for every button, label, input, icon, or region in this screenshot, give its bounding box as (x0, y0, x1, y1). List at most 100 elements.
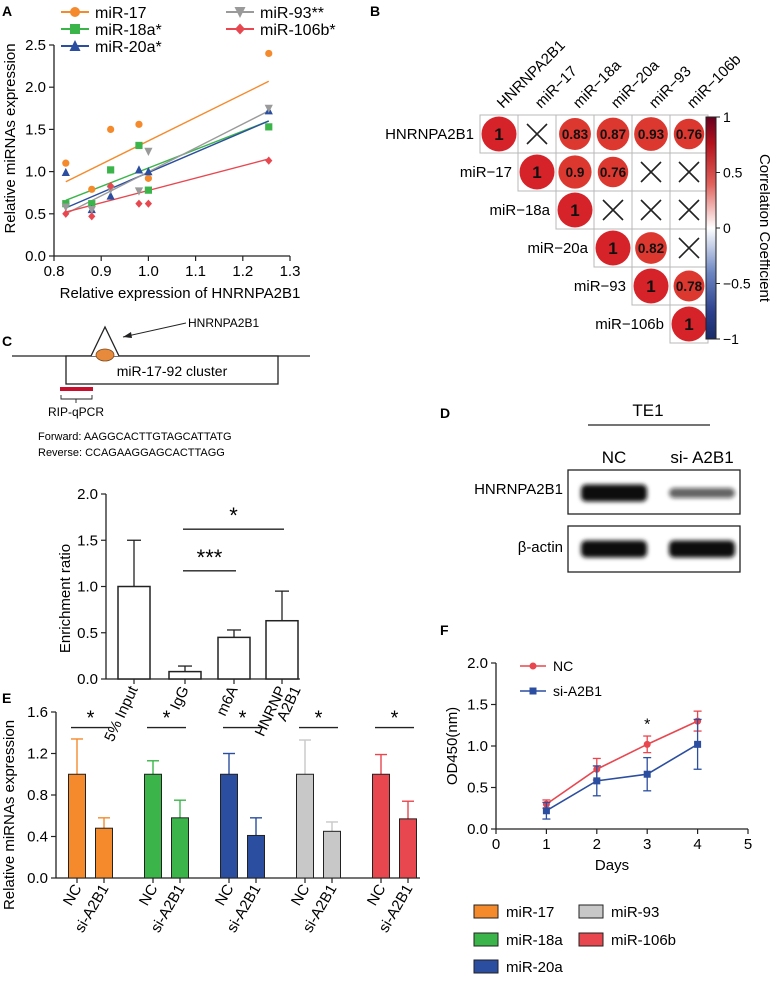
b-row-label: miR−93 (574, 278, 626, 295)
f-legend-marker (529, 662, 537, 670)
f-y-tick-label: 1.5 (467, 697, 488, 714)
c-category-label: IgG (167, 684, 193, 713)
e-bar (68, 773, 86, 879)
f-legend-marker (529, 687, 537, 695)
e-bar (399, 818, 417, 879)
b-corr-circle (673, 270, 705, 302)
f-x-tick-label: 4 (693, 836, 701, 853)
b-corr-circle (519, 154, 555, 190)
b-corr-value: 0.83 (562, 127, 589, 142)
e-legend-label: miR-93 (611, 904, 659, 921)
a-legend-label: miR-20a* (95, 39, 162, 56)
c-bar (117, 585, 151, 680)
e-sig-label: * (163, 708, 171, 730)
b-corr-value: 0.93 (638, 127, 665, 142)
e-category-label: NC (60, 881, 86, 908)
e-legend-swatch (578, 932, 604, 947)
e-category-label: NC (212, 881, 238, 908)
a-point (134, 187, 144, 196)
b-colorbar-tick-label: 0 (723, 220, 731, 236)
c-y-tick-label: 1.5 (77, 532, 98, 549)
b-row-label: miR−17 (460, 164, 512, 181)
b-cross-mark (640, 161, 662, 183)
panel-a-scatter: 0.0 0.5 1.0 1.5 2.0 2.5 0.8 0.9 1.0 1.1 1.2 1.3 Rela… (2, 37, 300, 302)
panel-label-f: F (440, 622, 449, 638)
e-bar (220, 773, 238, 879)
b-cross-mark (602, 199, 624, 221)
f-series-line (545, 743, 699, 812)
a-legend-marker (235, 23, 245, 35)
b-corr-circle (481, 116, 517, 152)
a-legend-label: miR-106b* (260, 22, 336, 39)
f-y-tick-label: 1.0 (467, 738, 488, 755)
a-legend-label: miR-17 (95, 5, 147, 22)
f-y-tick-label: 0.5 (467, 780, 488, 797)
c-protein-label: HNRNPA2B1 (188, 316, 259, 330)
b-corr-circle (673, 118, 705, 150)
b-cross-mark (678, 199, 700, 221)
panel-e-legend: miR-17 miR-18a miR-20a miR-93 miR-106b (473, 904, 676, 976)
a-point (107, 125, 115, 133)
a-point (62, 209, 70, 218)
b-corr-circle (596, 117, 630, 151)
e-sig-label: * (239, 708, 247, 730)
b-corr-value: 0.87 (600, 127, 626, 142)
f-series-line (545, 720, 698, 805)
a-point (88, 185, 96, 193)
b-corr-circle (671, 306, 707, 342)
a-fit-line (65, 120, 270, 209)
e-legend-label: miR-17 (506, 904, 554, 921)
f-point (542, 807, 550, 815)
e-bar (95, 827, 113, 879)
b-corr-circle (559, 118, 591, 150)
panel-label-c: C (2, 333, 12, 349)
a-y-tick-label: 1.5 (25, 121, 46, 138)
b-corr-circle (557, 192, 593, 228)
a-point (87, 205, 96, 215)
c-m6a-site (95, 348, 115, 362)
b-corr-value: 1 (532, 163, 541, 182)
c-forward-primer: Forward: AAGGCACTTGTAGCATTATG (38, 431, 232, 443)
f-legend-label: si-A2B1 (553, 683, 602, 699)
e-category-label: NC (364, 881, 390, 908)
a-x-tick-label: 1.3 (280, 263, 301, 280)
b-corr-value: 1 (608, 239, 617, 258)
a-legend-marker (70, 24, 80, 34)
b-corr-value: 1 (494, 125, 503, 144)
a-point (144, 147, 153, 156)
a-x-tick-label: 1.0 (138, 263, 159, 280)
d-cell-line: TE1 (632, 401, 663, 420)
e-bar (323, 830, 341, 879)
c-protein-triangle (90, 325, 120, 357)
panel-label-a: A (2, 3, 12, 19)
b-corr-value: 0.78 (676, 279, 703, 294)
e-sig-label: * (87, 708, 95, 730)
c-amplicon-bar (60, 387, 93, 391)
b-corr-circle (635, 232, 667, 264)
a-point (265, 49, 273, 58)
a-x-tick-label: 1.1 (185, 263, 206, 280)
f-point (643, 770, 651, 778)
b-corr-circle (634, 117, 668, 151)
b-cell (631, 152, 671, 192)
c-y-tick-label: 0.0 (77, 671, 98, 688)
c-y-tick-label: 0.5 (77, 625, 98, 642)
a-y-tick-label: 0.0 (25, 248, 46, 265)
a-fit-line (65, 80, 270, 183)
b-col-label: miR−106b (684, 51, 745, 112)
e-sig-label: * (391, 708, 399, 730)
a-point (144, 199, 152, 208)
e-y-tick-label: 0.8 (27, 787, 48, 804)
a-point (88, 212, 96, 221)
c-schematic: HNRNPA2B1 miR-17-92 cluster RIP-qPCR For… (12, 316, 310, 459)
e-legend-swatch (578, 904, 604, 919)
b-row-label: miR−106b (595, 316, 664, 333)
e-sig-label: * (315, 708, 323, 730)
a-point (265, 123, 273, 131)
a-fit-line (65, 110, 270, 215)
a-legend-marker (234, 7, 246, 18)
a-x-tick-label: 0.8 (44, 263, 65, 280)
a-point (88, 200, 96, 208)
a-point (144, 174, 152, 182)
